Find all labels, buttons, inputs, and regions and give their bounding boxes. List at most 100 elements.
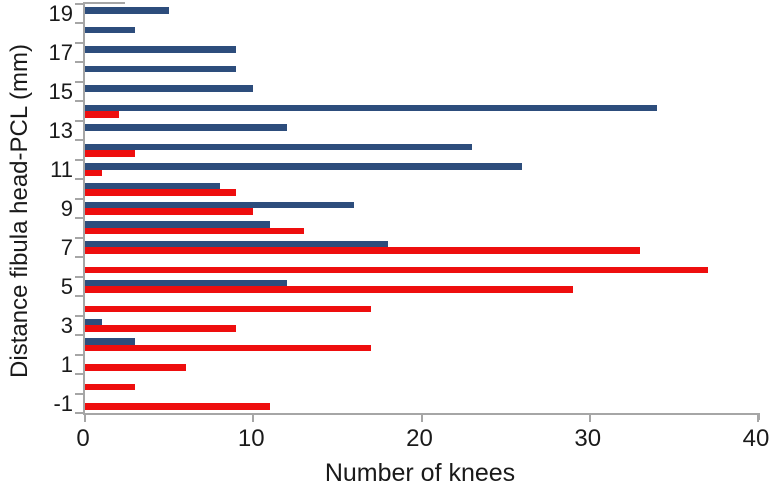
bar-group-15 xyxy=(85,82,758,101)
bar-red-series-1 xyxy=(85,364,186,371)
bar-group-16 xyxy=(85,62,758,81)
y-axis-tick xyxy=(75,80,83,83)
bar-group-3 xyxy=(85,316,758,335)
bar-group-10 xyxy=(85,179,758,198)
y-axis-tick xyxy=(75,22,83,25)
bar-group-1 xyxy=(85,355,758,374)
y-tick-label-7: 7 xyxy=(60,234,73,260)
bar-red-series-10 xyxy=(85,189,237,196)
bar-red-series-14 xyxy=(85,111,119,118)
bar-blue-series-16 xyxy=(85,65,237,73)
bar-red-series-2 xyxy=(85,344,372,352)
bar-blue-series-8 xyxy=(85,221,271,228)
y-tick-label-15: 15 xyxy=(48,79,73,105)
bar-red-series-0 xyxy=(85,383,136,391)
plot-area xyxy=(75,2,760,422)
y-tick-label-9: 9 xyxy=(60,196,73,221)
bar-group-12 xyxy=(85,140,758,159)
bar-blue-series-14 xyxy=(85,104,658,112)
x-tick-label-40: 40 xyxy=(742,425,770,452)
plot-top-edge xyxy=(83,2,125,4)
x-axis-tick-30 xyxy=(588,415,591,422)
x-axis-title: Number of knees xyxy=(324,459,516,487)
y-axis-tick xyxy=(75,158,83,161)
y-axis-tick xyxy=(75,100,83,103)
x-tick-label-20: 20 xyxy=(406,425,433,452)
y-tick-label-17: 17 xyxy=(48,40,73,66)
y-axis-tick xyxy=(75,61,83,64)
x-tick-label-30: 30 xyxy=(574,425,602,452)
y-tick-label-13: 13 xyxy=(48,118,73,144)
bar-group-11 xyxy=(85,160,758,179)
y-tick-label-1: 1 xyxy=(60,351,73,377)
y-axis-tick xyxy=(75,3,83,5)
bar-group-19 xyxy=(85,4,758,23)
bar-blue-series-11 xyxy=(85,163,523,170)
bar-red-series-8 xyxy=(85,227,304,235)
bar-red-series-12 xyxy=(85,150,136,157)
y-axis-tick xyxy=(75,197,83,200)
bar-group-7 xyxy=(85,238,758,257)
y-tick-label--1: -1 xyxy=(53,390,73,416)
bar-red-series-7 xyxy=(85,247,641,254)
bar-group-9 xyxy=(85,199,758,218)
bar-group-4 xyxy=(85,296,758,315)
y-axis-tick xyxy=(75,217,83,220)
bar-blue-series-7 xyxy=(85,240,388,248)
bar-red-series-5 xyxy=(85,286,573,293)
bar-red-series--1 xyxy=(85,403,271,410)
bar-red-series-11 xyxy=(85,169,102,177)
bar-red-series-9 xyxy=(85,208,254,215)
y-axis-tick xyxy=(75,392,83,395)
bar-blue-series-19 xyxy=(85,7,170,14)
y-axis-tick xyxy=(75,275,83,278)
x-axis-tick-10 xyxy=(252,415,255,422)
bar-blue-series-18 xyxy=(85,26,136,34)
y-axis-tick xyxy=(75,236,83,239)
y-axis-tick xyxy=(75,119,83,122)
bar-group-14 xyxy=(85,101,758,120)
bar-blue-series-10 xyxy=(85,182,220,190)
bar-group-13 xyxy=(85,121,758,140)
x-tick-label-0: 0 xyxy=(76,425,90,452)
x-tick-label-10: 10 xyxy=(237,425,265,452)
bar-group-5 xyxy=(85,277,758,296)
x-axis-tick-40 xyxy=(757,415,759,422)
bar-blue-series-13 xyxy=(85,124,287,131)
bar-blue-series-2 xyxy=(85,338,136,345)
y-axis-tick xyxy=(75,41,83,44)
y-axis-tick xyxy=(75,139,83,142)
bar-red-series-6 xyxy=(85,266,708,274)
y-axis-tick xyxy=(75,256,83,259)
x-axis-tick-0 xyxy=(84,415,86,422)
y-axis-tick xyxy=(75,373,83,376)
bar-blue-series-15 xyxy=(85,85,254,92)
bar-group-18 xyxy=(85,23,758,42)
bar-group-17 xyxy=(85,43,758,62)
bar-group-6 xyxy=(85,257,758,276)
y-tick-label-19: 19 xyxy=(48,1,73,27)
x-axis-tick-20 xyxy=(420,415,423,422)
y-tick-label-11: 11 xyxy=(50,157,73,183)
y-axis-tick xyxy=(75,334,83,337)
bar-group-0 xyxy=(85,374,758,393)
bar-red-series-3 xyxy=(85,325,237,332)
bar-blue-series-3 xyxy=(85,318,102,326)
bar-blue-series-12 xyxy=(85,143,472,151)
y-axis-tick xyxy=(75,353,83,356)
y-axis-tick xyxy=(75,314,83,317)
y-axis-tick xyxy=(75,178,83,181)
x-axis-end-tick xyxy=(758,413,760,420)
bar-blue-series-5 xyxy=(85,279,287,287)
y-axis-tick xyxy=(75,412,83,414)
y-axis-tick xyxy=(75,295,83,298)
bar-red-series-4 xyxy=(85,305,372,313)
bar-group-8 xyxy=(85,218,758,237)
y-tick-label-3: 3 xyxy=(60,312,73,338)
bar-group--1 xyxy=(85,394,758,413)
bar-blue-series-17 xyxy=(85,46,237,53)
bar-group-2 xyxy=(85,335,758,354)
bar-blue-series-9 xyxy=(85,201,355,209)
y-tick-label-5: 5 xyxy=(60,273,73,299)
